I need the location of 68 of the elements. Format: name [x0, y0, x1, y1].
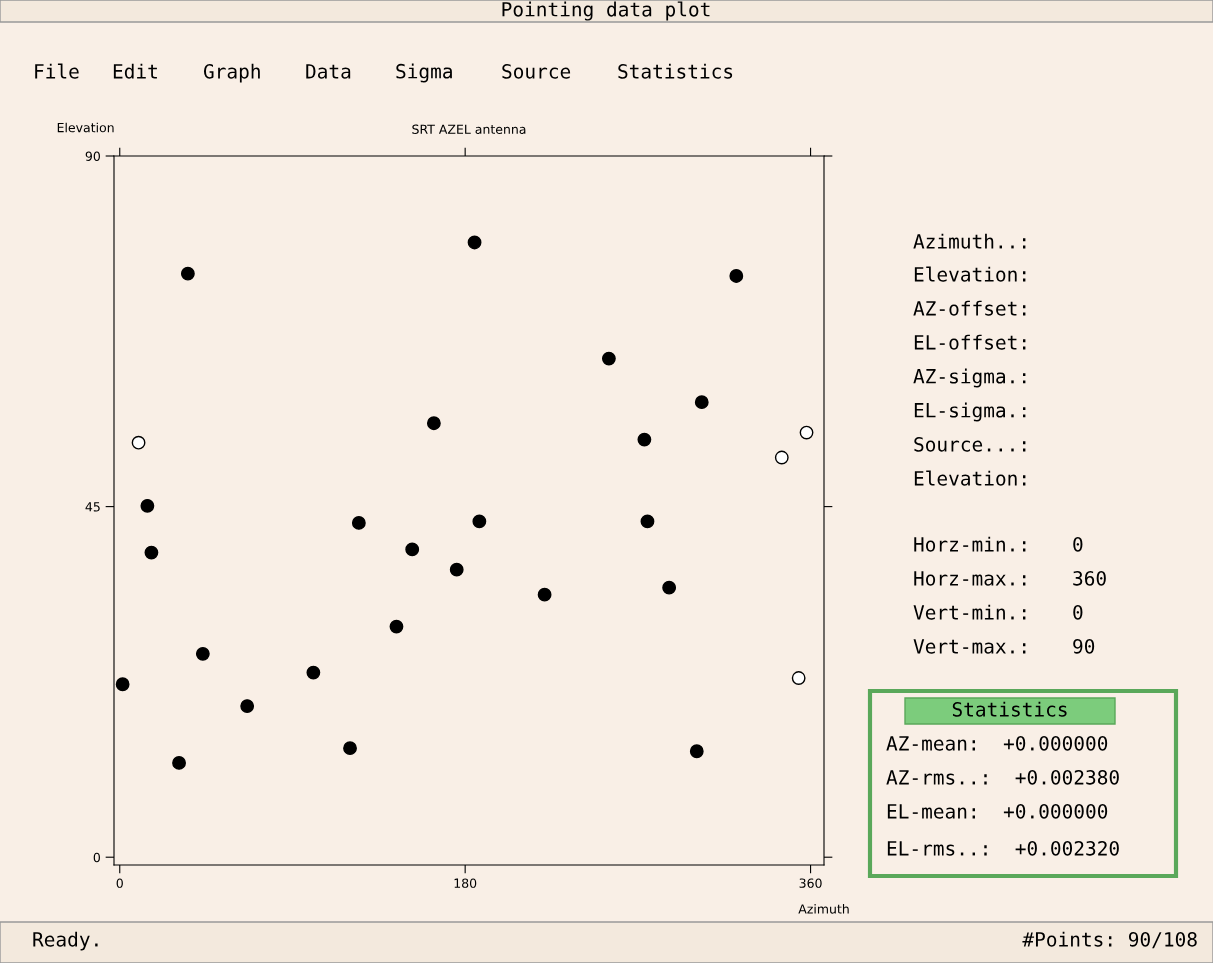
text: Vert-min.: [913, 604, 1026, 620]
point [791, 671, 806, 685]
point [694, 395, 709, 410]
text: Horz-min.: [914, 536, 1026, 552]
text: 0 [1073, 604, 1083, 620]
point [405, 542, 420, 557]
text: AZ-mean: +0.000000 [886, 735, 1108, 751]
x-axis-title: Azimuth [798, 903, 849, 914]
text: Vert-max.: [913, 639, 1026, 654]
text: Edit [113, 63, 157, 79]
text: Ready. [33, 931, 98, 951]
text: Source [502, 63, 571, 79]
text: EL-sigma.: [914, 402, 1026, 422]
text: Elevation: [914, 266, 1026, 282]
point [774, 450, 789, 465]
point [195, 646, 210, 661]
text: 90 [1073, 638, 1095, 654]
point [472, 514, 487, 529]
y-axis-title: Elevation [57, 122, 114, 133]
text: 360 [1073, 570, 1106, 586]
point [601, 351, 616, 366]
text: Elevation: [914, 470, 1026, 486]
point [640, 514, 655, 529]
text: Statistics [618, 63, 733, 79]
point [131, 435, 146, 450]
point [306, 665, 321, 680]
point [240, 699, 255, 713]
source-note: Source...: [914, 436, 1026, 452]
point [637, 432, 652, 447]
point [689, 744, 704, 759]
text: Azimuth..: [913, 233, 1026, 249]
text: Graph [203, 63, 260, 83]
point [172, 756, 186, 770]
y-tick-label: 0 [93, 852, 100, 863]
point [662, 580, 677, 595]
point [115, 677, 130, 692]
chart-title: SRT AZEL antenna [412, 124, 526, 134]
text: AZ-rms..: +0.002380 [886, 769, 1119, 785]
text: 0 [1073, 536, 1083, 552]
text: EL-rms..: +0.002320 [887, 840, 1119, 856]
point [799, 425, 814, 440]
point [467, 235, 482, 250]
text: File [35, 63, 79, 79]
text: Pointing data plot [502, 1, 710, 21]
y-tick-label: 45 [85, 502, 100, 512]
text: AZ-offset: [913, 300, 1026, 316]
text: #Points: 90/108 [1022, 931, 1197, 949]
point [180, 266, 195, 281]
point [351, 516, 366, 530]
point [389, 619, 404, 634]
x-tick-label: 180 [454, 878, 477, 888]
point [343, 741, 357, 756]
x-tick-label: 0 [116, 878, 123, 888]
point [140, 498, 155, 513]
text: Data [306, 64, 351, 79]
text: AZ-sigma.: [913, 368, 1026, 388]
point [449, 562, 464, 577]
point [729, 269, 744, 283]
text: EL-offset: [914, 334, 1026, 350]
x-tick-label: 360 [799, 878, 822, 888]
y-tick-label: 90 [85, 151, 100, 161]
point [144, 545, 159, 560]
point [537, 587, 552, 602]
point [426, 416, 441, 431]
text: Statistics [952, 701, 1067, 717]
text: Sigma [396, 63, 452, 83]
text: EL-mean: +0.000000 [887, 803, 1108, 819]
text: Horz-max.: [914, 571, 1026, 586]
